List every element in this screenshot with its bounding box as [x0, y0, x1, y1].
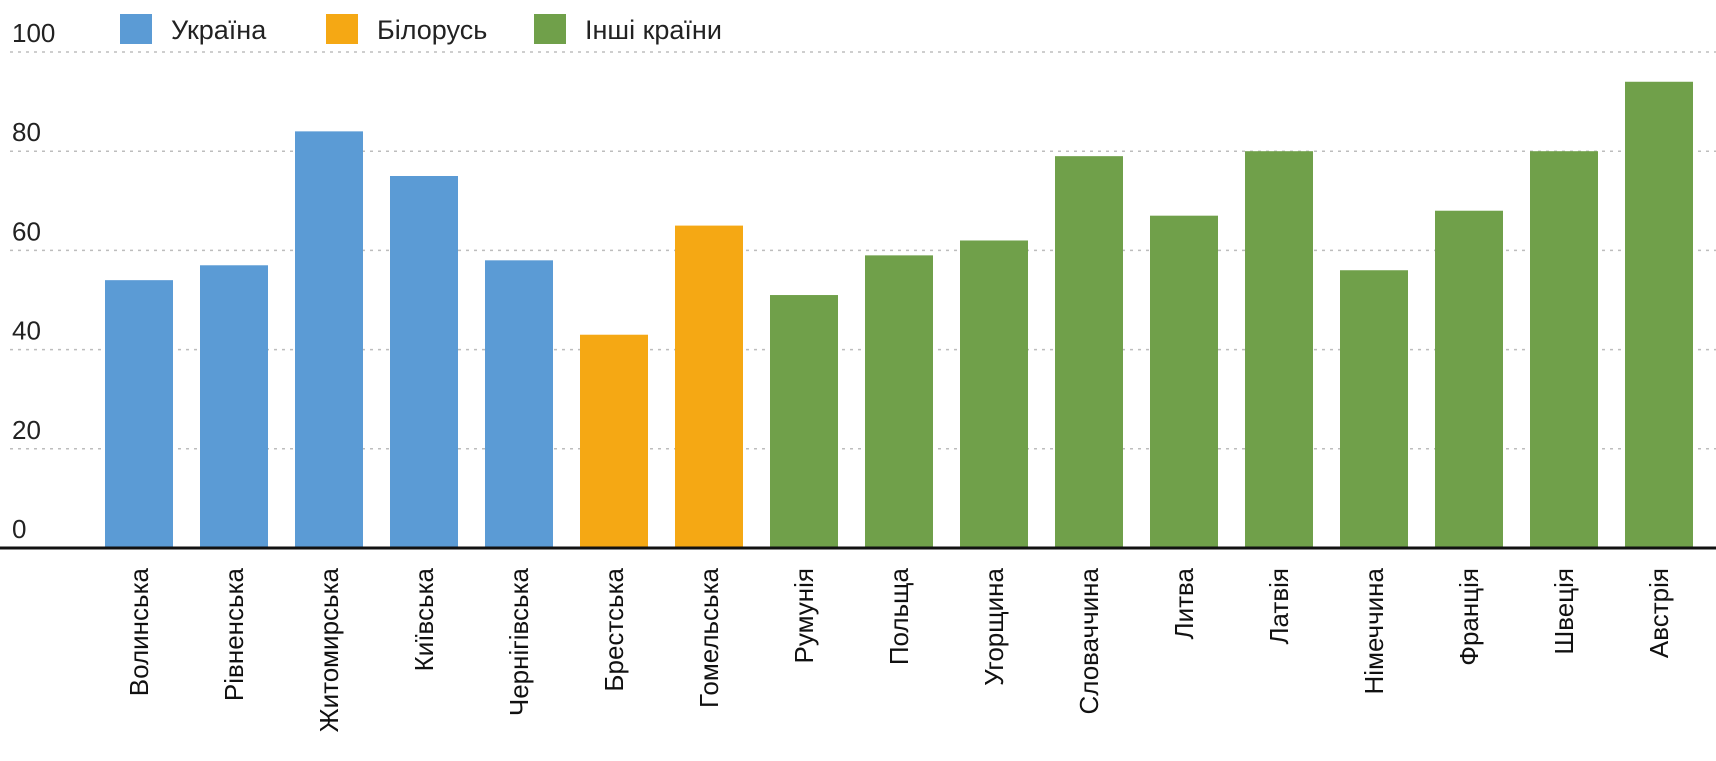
bar [675, 225, 743, 548]
x-tick-label: Польща [884, 567, 914, 665]
x-tick-label: Брестська [599, 567, 629, 691]
bar [580, 334, 648, 548]
bar [1340, 270, 1408, 548]
y-tick-label: 100 [12, 18, 55, 48]
bars [105, 81, 1693, 549]
bar [1055, 156, 1123, 548]
x-tick-label: Київська [409, 567, 439, 671]
bar [960, 240, 1028, 549]
bar [865, 255, 933, 549]
y-tick-label: 0 [12, 514, 26, 544]
x-tick-label: Німеччина [1359, 567, 1389, 694]
legend: Україна Білорусь Інші країни [120, 14, 722, 45]
legend-label: Білорусь [377, 15, 487, 45]
x-tick-label: Волинська [124, 567, 154, 696]
x-tick-label: Чернігівська [504, 567, 534, 716]
x-tick-label: Словаччина [1074, 567, 1104, 714]
legend-swatch [534, 14, 566, 44]
bar [200, 265, 268, 548]
legend-label: Інші країни [585, 15, 722, 45]
bar [390, 176, 458, 548]
x-tick-label: Австрія [1644, 568, 1674, 658]
x-tick-label: Угорщина [979, 567, 1009, 685]
bar [105, 280, 173, 548]
x-tick-label: Житомирська [314, 567, 344, 732]
y-axis-ticks: 0 20 40 60 80 100 [12, 18, 55, 544]
y-tick-label: 20 [12, 415, 41, 445]
legend-swatch [326, 14, 358, 44]
legend-swatch [120, 14, 152, 44]
y-tick-label: 80 [12, 117, 41, 147]
bar [485, 260, 553, 548]
bar [1435, 210, 1503, 548]
x-axis-labels: Волинська Рівненська Житомирська Київська Че… [124, 567, 1674, 732]
x-tick-label: Румунія [789, 568, 819, 663]
bar [1625, 81, 1693, 548]
bar [295, 131, 363, 549]
x-tick-label: Франція [1454, 568, 1484, 666]
x-tick-label: Гомельська [694, 567, 724, 707]
bar [1245, 151, 1313, 548]
x-tick-label: Швеція [1549, 568, 1579, 655]
x-tick-label: Литва [1169, 567, 1199, 639]
x-tick-label: Латвія [1264, 568, 1294, 645]
legend-label: Україна [171, 15, 267, 45]
y-tick-label: 60 [12, 216, 41, 246]
y-tick-label: 40 [12, 316, 41, 346]
bar [1150, 215, 1218, 548]
x-tick-label: Рівненська [219, 567, 249, 701]
bar [770, 295, 838, 548]
bar [1530, 151, 1598, 548]
